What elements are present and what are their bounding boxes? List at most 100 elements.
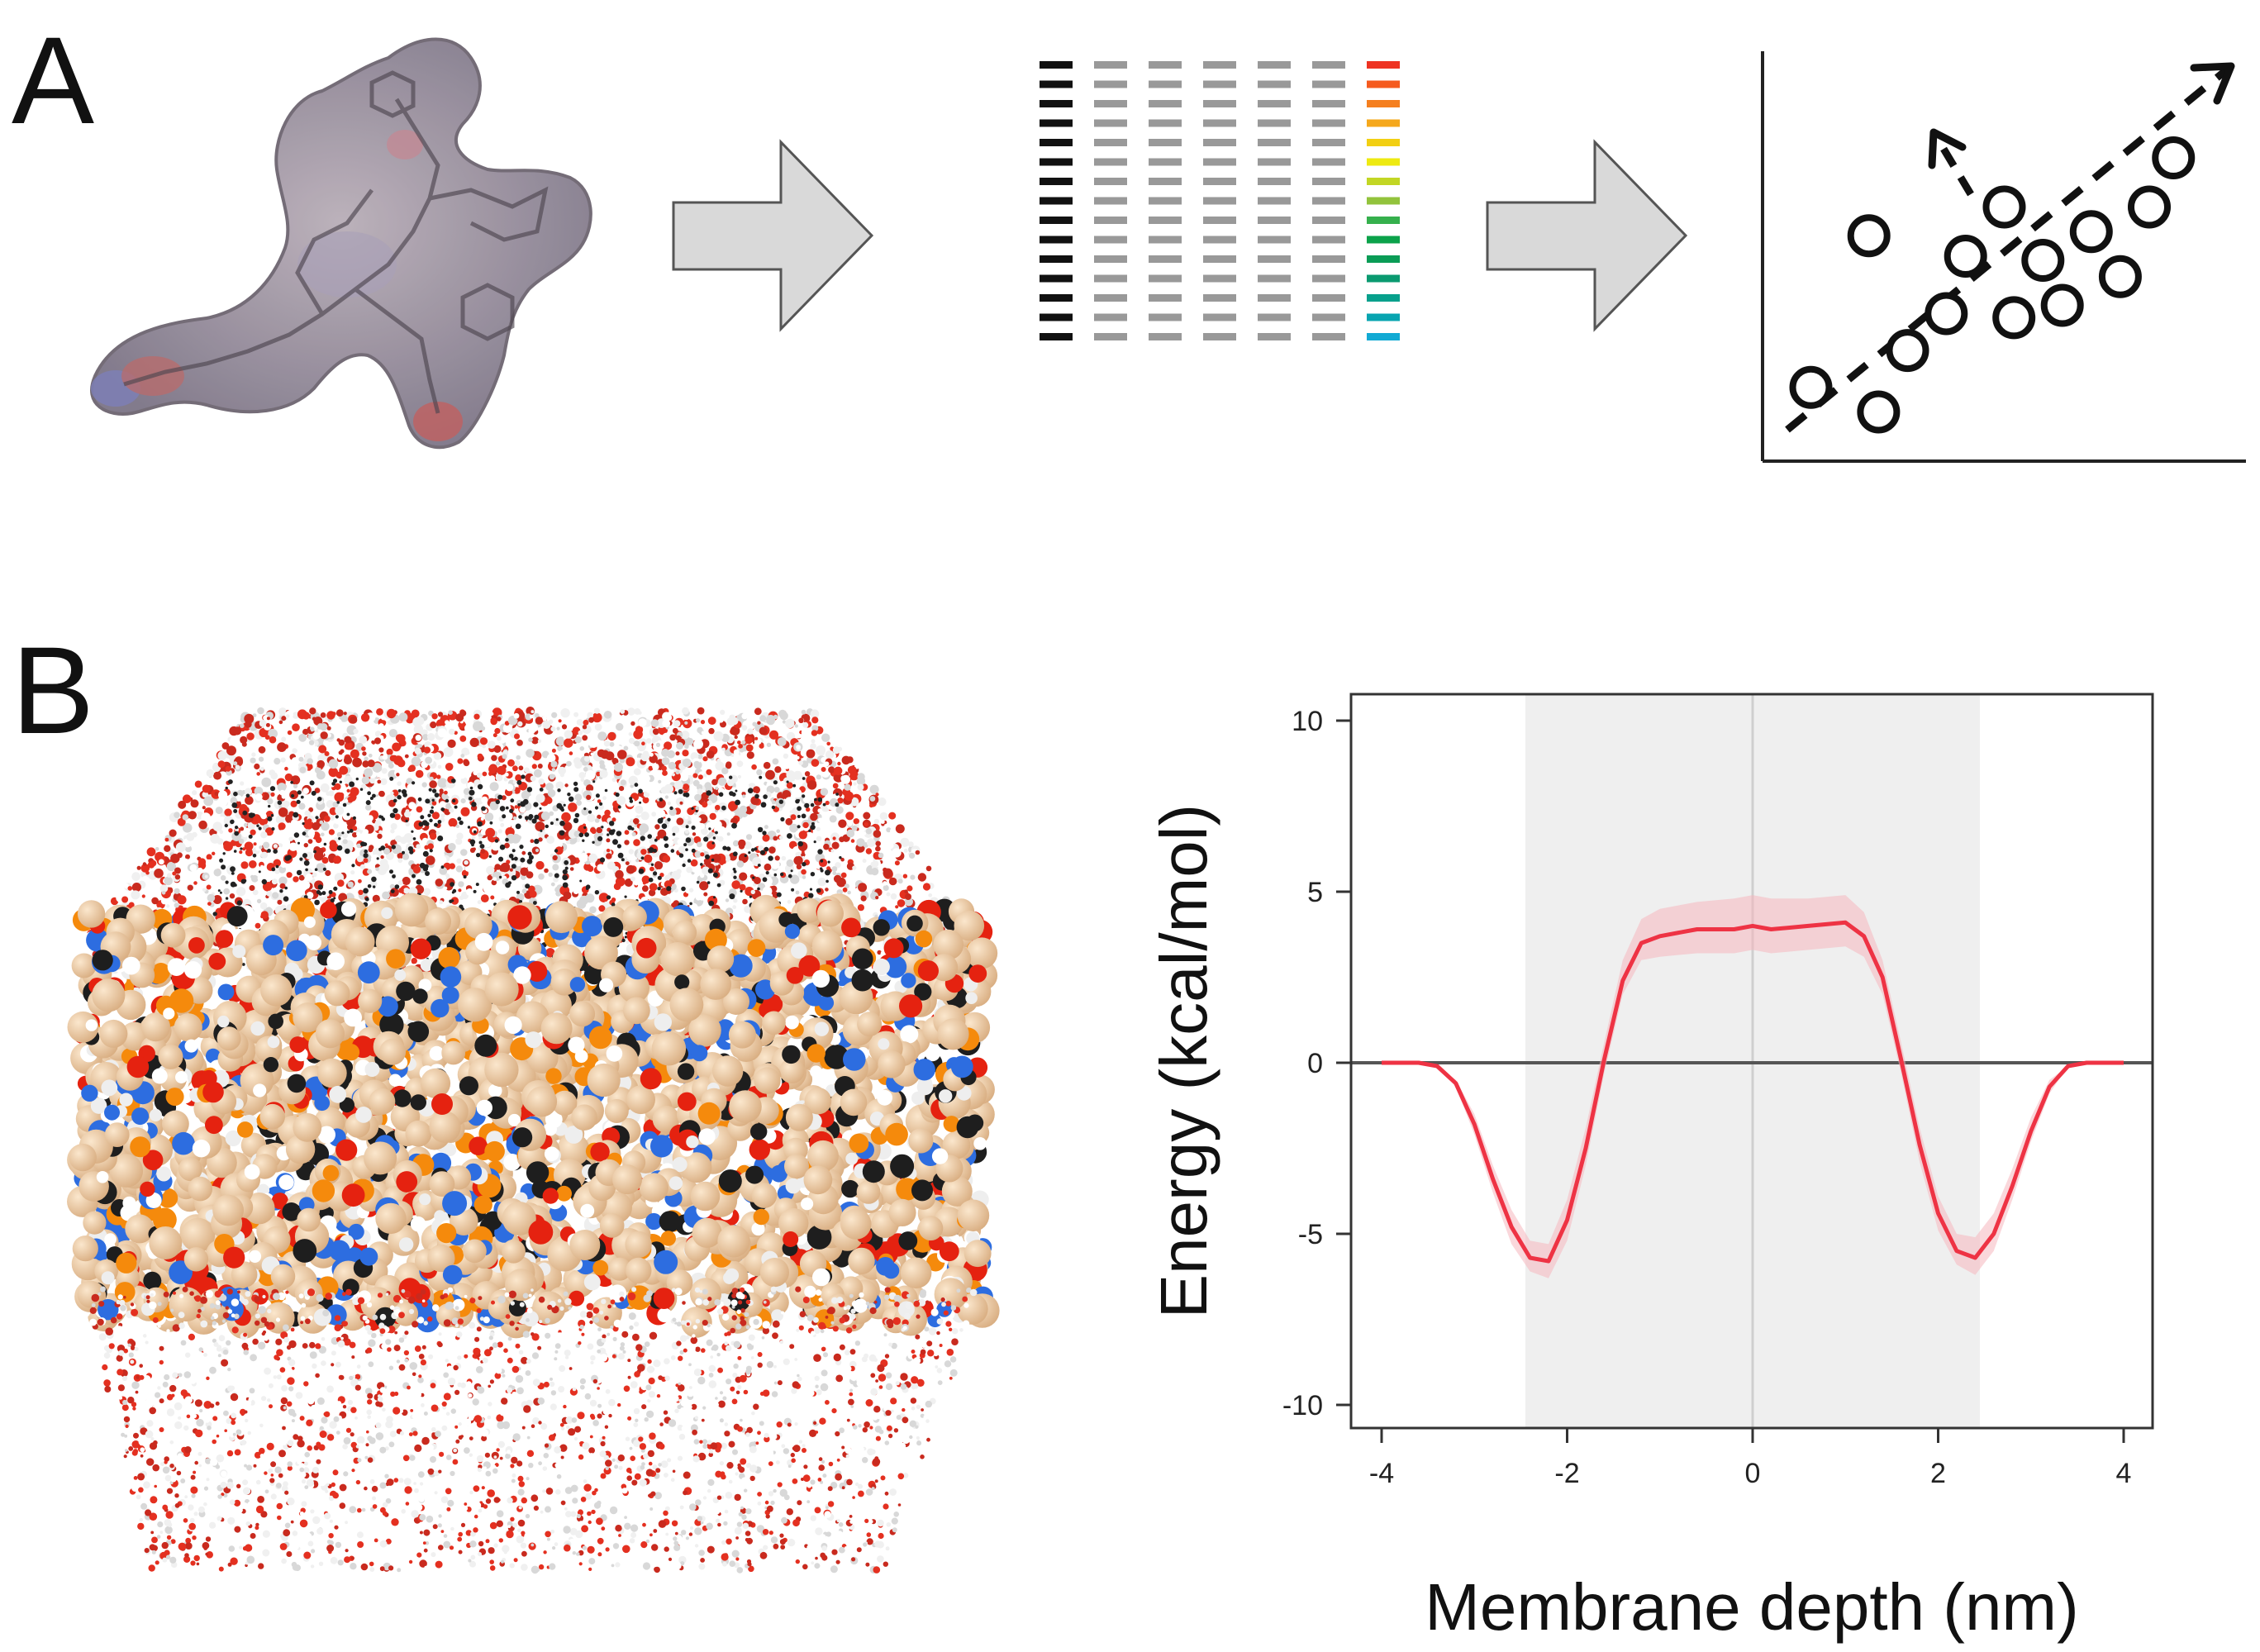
arrow-right-icon	[672, 139, 874, 332]
table-cell-descriptor	[1149, 255, 1182, 263]
table-cell-descriptor	[1203, 100, 1236, 107]
table-cell-descriptor	[1258, 294, 1291, 302]
table-cell-activity	[1367, 80, 1400, 88]
table-cell-descriptor	[1312, 255, 1345, 263]
table-cell-descriptor	[1258, 236, 1291, 244]
table-cell-id	[1040, 119, 1073, 127]
table-cell-descriptor	[1258, 333, 1291, 340]
energy-curve	[1382, 920, 2124, 1264]
table-cell-descriptor	[1258, 274, 1291, 283]
table-cell-activity	[1367, 313, 1400, 321]
table-cell-descriptor	[1258, 61, 1291, 69]
residual-arrow-icon	[1928, 128, 1967, 169]
scatter-point	[2128, 185, 2171, 229]
table-cell-descriptor	[1203, 333, 1236, 340]
scatter-point	[1789, 365, 1833, 409]
table-cell-descriptor	[1149, 158, 1182, 166]
table-cell-descriptor	[1149, 294, 1182, 302]
table-cell-descriptor	[1258, 119, 1291, 127]
scatter-point	[2069, 210, 2113, 254]
y-tick-label: -10	[1282, 1390, 1323, 1421]
table-cell-descriptor	[1203, 178, 1236, 185]
table-cell-id	[1040, 217, 1073, 224]
table-cell-descriptor	[1094, 178, 1127, 185]
table-cell-descriptor	[1149, 217, 1182, 224]
table-cell-descriptor	[1094, 313, 1127, 321]
panel-label-a: A	[12, 11, 95, 150]
table-cell-descriptor	[1203, 255, 1236, 263]
table-cell-descriptor	[1258, 313, 1291, 321]
table-cell-descriptor	[1094, 255, 1127, 263]
table-cell-id	[1040, 197, 1073, 205]
table-cell-descriptor	[1094, 236, 1127, 244]
table-cell-descriptor	[1203, 197, 1236, 205]
table-cell-activity	[1367, 333, 1400, 340]
membrane-simulation-box	[67, 707, 1000, 1574]
x-tick-label: -4	[1369, 1458, 1394, 1489]
table-cell-descriptor	[1258, 80, 1291, 88]
scatter-point	[1982, 185, 2026, 229]
table-cell-descriptor	[1094, 119, 1127, 127]
table-cell-descriptor	[1094, 197, 1127, 205]
table-cell-descriptor	[1149, 274, 1182, 283]
table-cell-descriptor	[1312, 236, 1345, 244]
table-cell-descriptor	[1203, 158, 1236, 166]
table-cell-id	[1040, 236, 1073, 244]
table-cell-id	[1040, 100, 1073, 107]
table-cell-id	[1040, 255, 1073, 263]
table-cell-descriptor	[1149, 100, 1182, 107]
table-cell-descriptor	[1312, 158, 1345, 166]
arrow-right-icon-2	[1486, 139, 1688, 332]
table-cell-id	[1040, 139, 1073, 146]
scatter-point	[1992, 296, 2036, 340]
table-cell-id	[1040, 333, 1073, 340]
x-tick-label: 4	[2116, 1458, 2132, 1489]
table-cell-descriptor	[1094, 158, 1127, 166]
table-cell-descriptor	[1312, 119, 1345, 127]
table-cell-descriptor	[1149, 119, 1182, 127]
table-cell-descriptor	[1203, 119, 1236, 127]
table-cell-descriptor	[1094, 217, 1127, 224]
table-cell-descriptor	[1312, 274, 1345, 283]
table-cell-id	[1040, 158, 1073, 166]
table-cell-activity	[1367, 294, 1400, 302]
table-cell-activity	[1367, 274, 1400, 283]
table-cell-activity	[1367, 197, 1400, 205]
table-cell-id	[1040, 294, 1073, 302]
table-cell-descriptor	[1312, 80, 1345, 88]
x-tick-label: 2	[1930, 1458, 1946, 1489]
table-cell-descriptor	[1312, 197, 1345, 205]
x-axis-label: Membrane depth (nm)	[1425, 1570, 2078, 1644]
scatter-plot-icon	[1761, 51, 2246, 463]
table-cell-id	[1040, 178, 1073, 185]
table-cell-descriptor	[1258, 197, 1291, 205]
table-cell-activity	[1367, 100, 1400, 107]
scatter-point	[1857, 390, 1901, 434]
table-cell-descriptor	[1203, 313, 1236, 321]
y-tick-label: -5	[1298, 1219, 1323, 1250]
energy-profile-chart: -4 -2 0 2 4 10 5 0 -5 -10 Membrane depth (nm) Energ…	[1147, 693, 2154, 1644]
table-cell-descriptor	[1149, 313, 1182, 321]
table-cell-descriptor	[1203, 274, 1236, 283]
scatter-point	[2152, 136, 2196, 179]
table-cell-descriptor	[1094, 80, 1127, 88]
table-cell-descriptor	[1203, 236, 1236, 244]
table-cell-id	[1040, 274, 1073, 283]
table-cell-descriptor	[1312, 178, 1345, 185]
table-cell-descriptor	[1094, 274, 1127, 283]
table-cell-descriptor	[1094, 139, 1127, 146]
scatter-point	[1925, 292, 1968, 336]
table-cell-descriptor	[1312, 139, 1345, 146]
table-cell-descriptor	[1312, 100, 1345, 107]
table-cell-descriptor	[1258, 178, 1291, 185]
table-cell-descriptor	[1094, 100, 1127, 107]
table-cell-descriptor	[1149, 139, 1182, 146]
table-cell-descriptor	[1149, 178, 1182, 185]
table-cell-id	[1040, 313, 1073, 321]
trend-line	[1785, 63, 2234, 433]
residual-line	[1930, 130, 1974, 197]
table-cell-activity	[1367, 158, 1400, 166]
table-cell-id	[1040, 80, 1073, 88]
table-cell-activity	[1367, 61, 1400, 69]
scatter-point	[1847, 214, 1891, 258]
